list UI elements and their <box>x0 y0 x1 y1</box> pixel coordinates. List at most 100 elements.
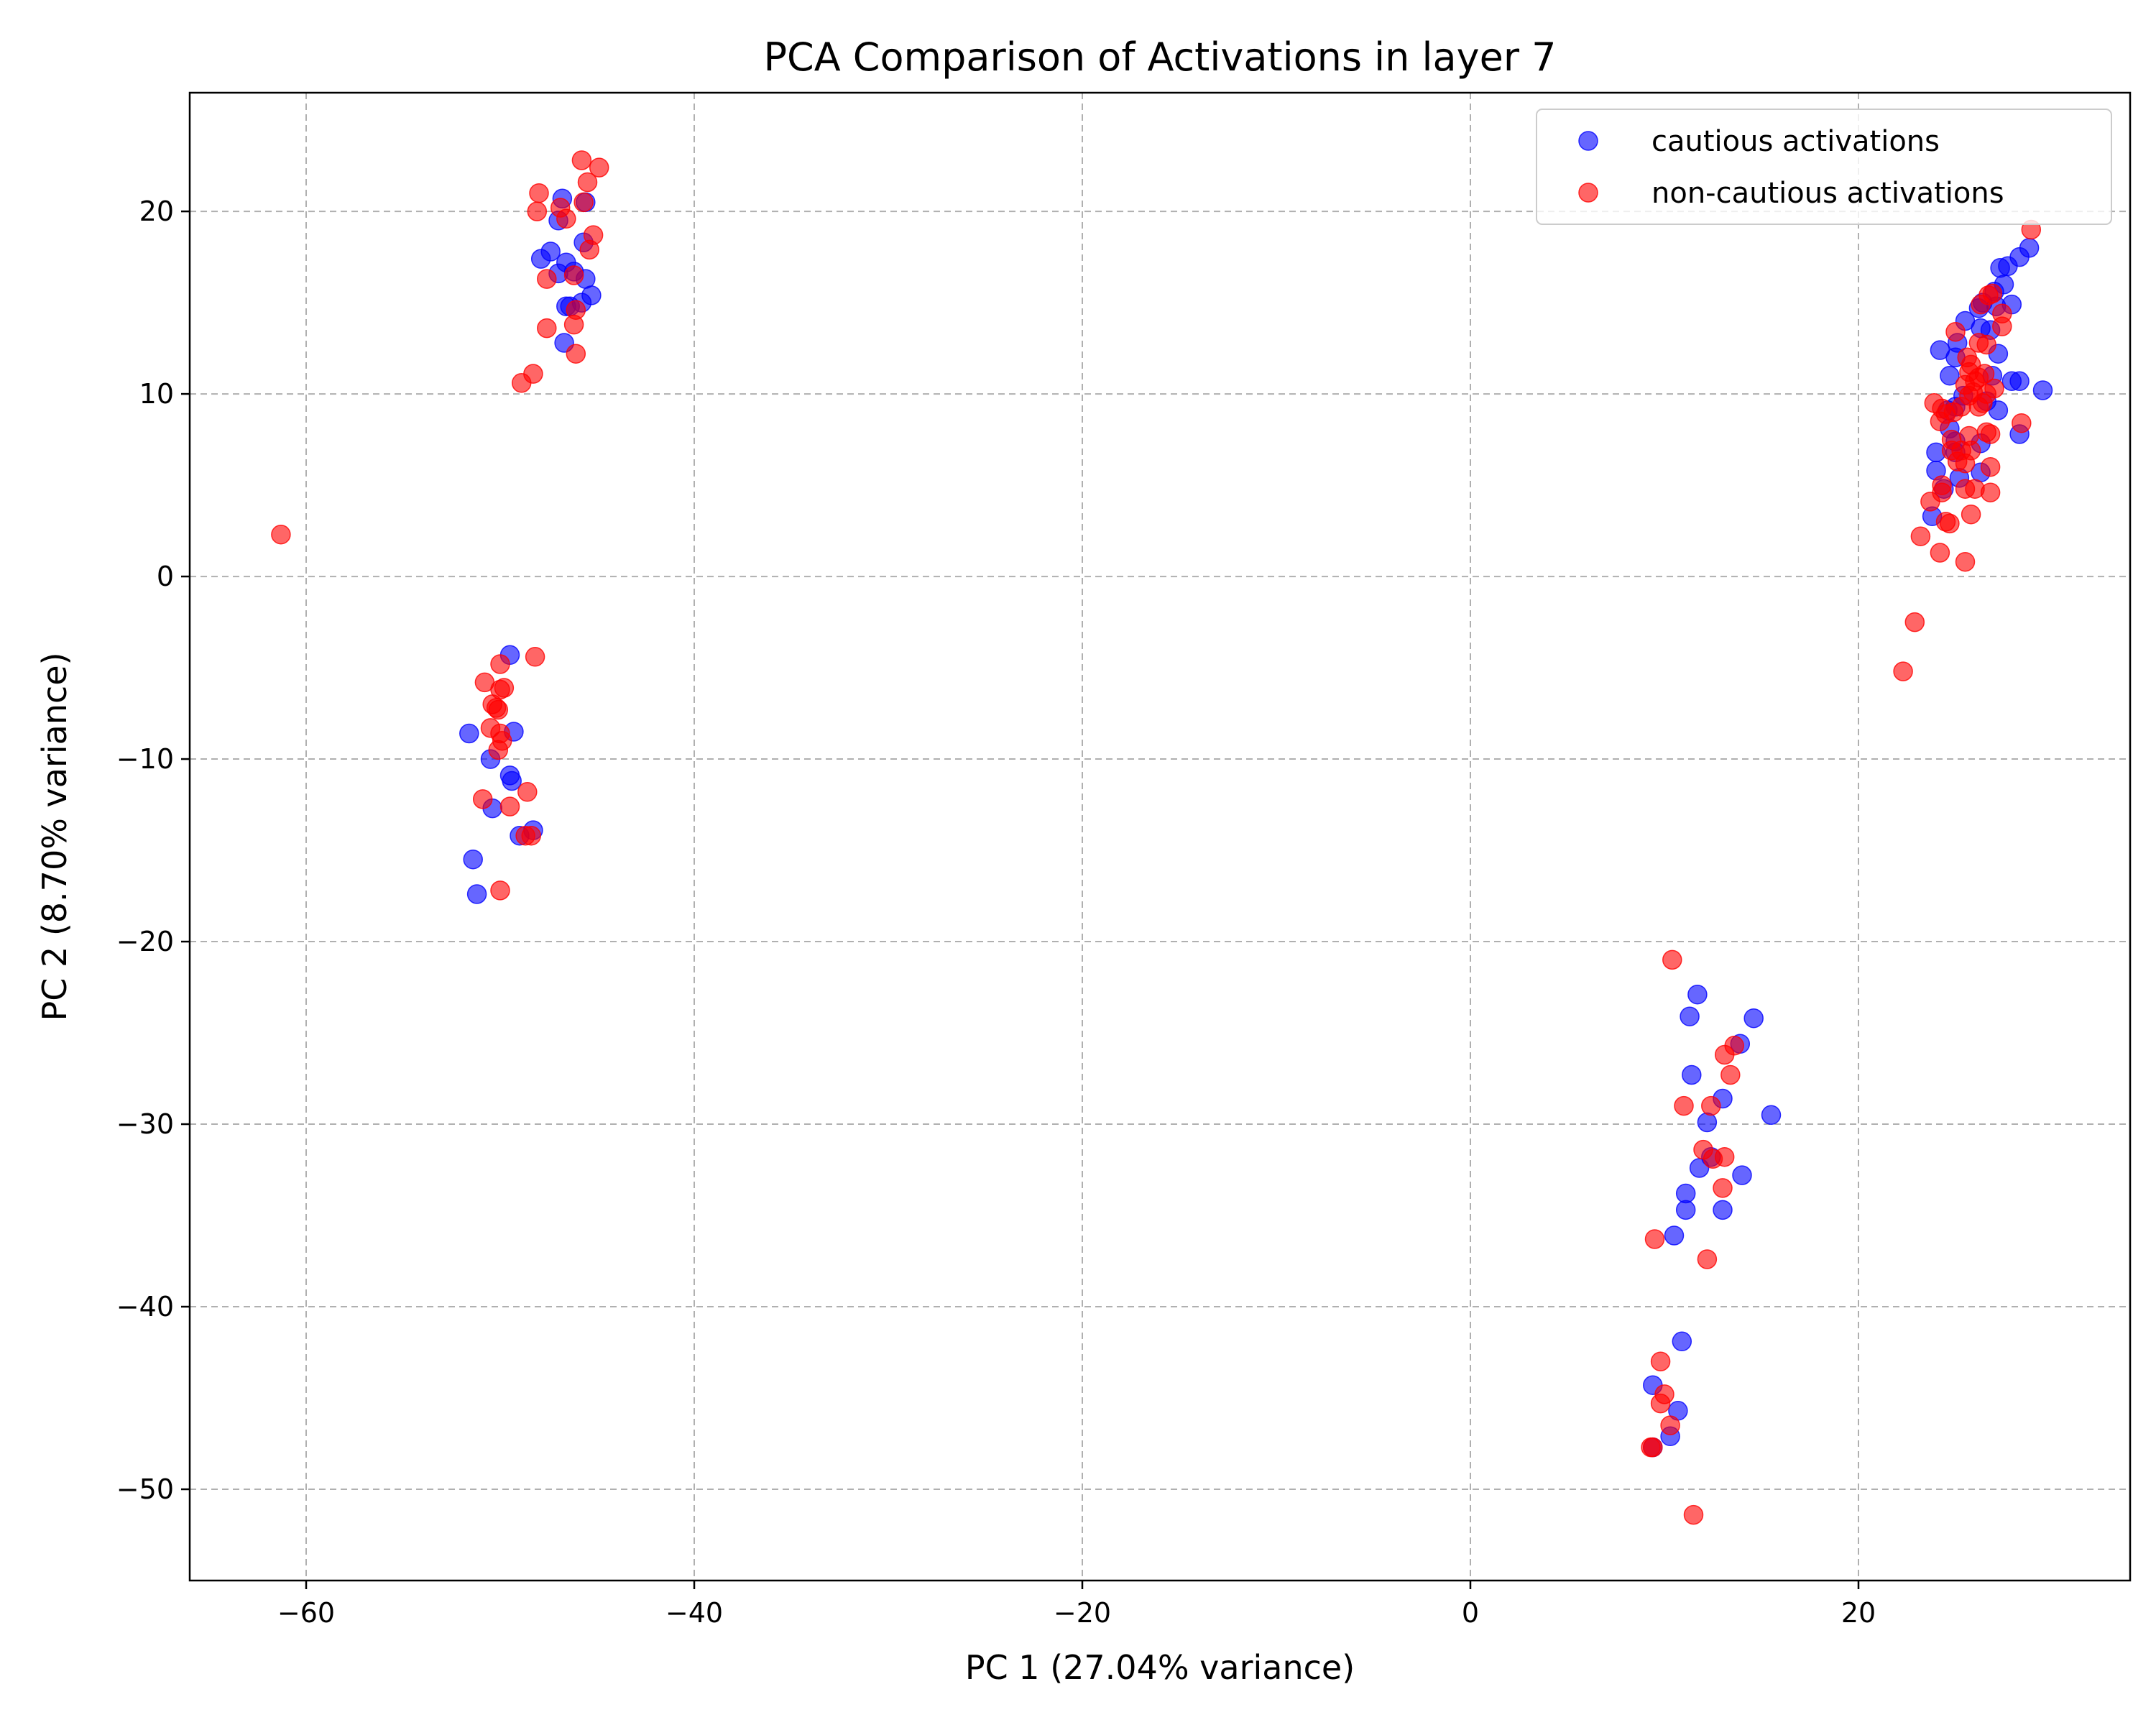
non-cautious-point <box>1650 1393 1671 1414</box>
cautious-point <box>1732 1165 1752 1185</box>
non-cautious-point <box>499 796 520 816</box>
non-cautious-point <box>1904 612 1925 632</box>
non-cautious-point <box>1955 453 1976 474</box>
cautious-point <box>1680 1006 1700 1026</box>
non-cautious-point <box>1644 1229 1665 1249</box>
non-cautious-point <box>1940 513 1960 534</box>
non-cautious-point <box>571 150 592 170</box>
cautious-point <box>530 249 551 269</box>
y-tick-label: −10 <box>116 743 174 775</box>
non-cautious-point <box>537 318 557 339</box>
cautious-point <box>502 770 522 791</box>
x-tick-label: −40 <box>665 1597 723 1629</box>
y-tick-label: 20 <box>139 196 174 227</box>
y-tick-label: 0 <box>157 561 174 592</box>
non-cautious-point <box>472 789 493 809</box>
non-cautious-point <box>517 782 538 802</box>
x-tick-label: −60 <box>277 1597 335 1629</box>
cautious-point <box>1761 1105 1782 1126</box>
non-cautious-point <box>1713 1178 1733 1198</box>
y-tick-label: −50 <box>116 1473 174 1505</box>
non-cautious-point <box>1930 543 1950 563</box>
cautious-point <box>1687 984 1708 1005</box>
non-cautious-point <box>527 201 548 221</box>
legend-frame <box>1536 109 2112 225</box>
cautious-point <box>1682 1064 1702 1085</box>
non-cautious-point <box>1660 1415 1680 1435</box>
non-cautious-point <box>1980 456 2001 477</box>
non-cautious-point <box>566 344 586 364</box>
non-cautious-point <box>1984 378 2004 399</box>
legend-marker-cautious <box>1578 131 1598 151</box>
x-axis-label: PC 1 (27.04% variance) <box>965 1648 1355 1687</box>
non-cautious-point <box>1720 1064 1741 1085</box>
cautious-point <box>1672 1331 1692 1352</box>
chart-title: PCA Comparison of Activations in layer 7 <box>763 34 1556 80</box>
non-cautious-point <box>1961 504 1981 525</box>
non-cautious-point <box>2012 413 2032 433</box>
legend-label-cautious: cautious activations <box>1651 125 1940 158</box>
non-cautious-point <box>1980 424 2001 444</box>
non-cautious-point <box>1992 316 2012 336</box>
legend-label-non-cautious: non-cautious activations <box>1651 177 2004 210</box>
cautious-point <box>1940 365 1960 386</box>
x-tick-label: 0 <box>1462 1597 1479 1629</box>
non-cautious-point <box>1945 321 1966 342</box>
non-cautious-point <box>1714 1044 1735 1065</box>
cautious-point <box>459 723 479 744</box>
legend: cautious activations non-cautious activa… <box>1536 109 2112 225</box>
non-cautious-point <box>511 373 532 393</box>
non-cautious-point <box>1951 397 1971 417</box>
x-tick-label: 20 <box>1841 1597 1876 1629</box>
non-cautious-point <box>1955 551 1976 572</box>
non-cautious-point <box>525 647 545 667</box>
non-cautious-point <box>1968 397 1989 417</box>
y-tick-label: 10 <box>139 378 174 410</box>
non-cautious-point <box>1971 294 1991 315</box>
non-cautious-point <box>563 314 584 335</box>
non-cautious-point <box>577 172 598 193</box>
axis-ticks: −60 −40 −20 0 20 −50 −40 −30 −20 −10 0 10 20 <box>116 196 1876 1629</box>
plot-frame <box>188 91 2132 1582</box>
y-tick-label: −20 <box>116 926 174 957</box>
non-cautious-point <box>521 825 541 846</box>
y-tick-label: −30 <box>116 1108 174 1140</box>
non-cautious-point <box>1893 661 1913 681</box>
cautious-point <box>1713 1200 1733 1220</box>
cautious-point <box>463 849 483 870</box>
cautious-point <box>1675 1183 1696 1204</box>
non-cautious-point <box>490 880 510 901</box>
x-tick-label: −20 <box>1054 1597 1111 1629</box>
non-cautious-point <box>1697 1249 1718 1269</box>
non-cautious-point <box>1910 526 1931 546</box>
non-cautious-point <box>573 192 594 213</box>
non-cautious-point <box>1643 1437 1663 1458</box>
non-cautious-point <box>1976 334 1996 355</box>
non-cautious-point <box>563 265 584 285</box>
non-cautious-point <box>1701 1095 1721 1116</box>
non-cautious-point <box>271 524 291 545</box>
non-cautious-point <box>488 740 509 760</box>
non-cautious-point <box>579 239 599 260</box>
non-cautious-point <box>1662 949 1682 970</box>
non-cautious-point <box>589 157 609 178</box>
cautious-point <box>1990 258 2010 278</box>
cautious-point <box>2032 380 2053 400</box>
non-cautious-point <box>1930 411 1950 431</box>
cautious-point <box>1675 1200 1696 1220</box>
cautious-point <box>1743 1008 1764 1029</box>
legend-marker-non-cautious <box>1578 183 1598 203</box>
y-axis-label: PC 2 (8.70% variance) <box>35 652 74 1021</box>
non-cautious-point <box>490 654 510 674</box>
non-cautious-point <box>1980 482 2001 502</box>
non-cautious-point <box>1674 1095 1694 1116</box>
non-cautious-point <box>1703 1149 1723 1169</box>
cautious-point <box>1697 1112 1718 1133</box>
non-cautious-point <box>1920 492 1940 512</box>
y-tick-label: −40 <box>116 1291 174 1322</box>
cautious-point <box>466 884 487 904</box>
non-cautious-point <box>486 698 507 718</box>
cautious-point <box>2009 371 2030 392</box>
data-points <box>271 150 2053 1525</box>
